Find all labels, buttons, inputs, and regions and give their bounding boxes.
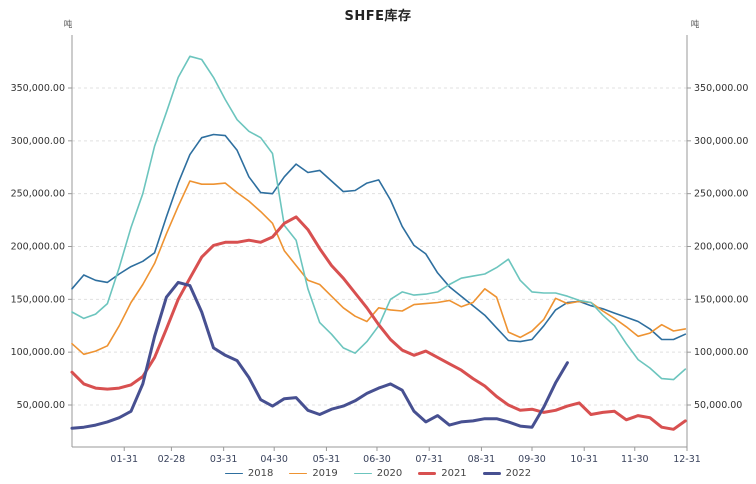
legend-label-2018: 2018: [247, 468, 274, 479]
y-axis-tick-label-right: 250,000.00: [694, 189, 748, 200]
y-axis-tick-label-left: 250,000.00: [11, 189, 65, 200]
y-axis-tick-label-left: 300,000.00: [11, 136, 65, 147]
series-line-2021: [70, 215, 687, 431]
legend-swatch-2020: [353, 472, 372, 475]
x-axis-tick-label: 03-31: [210, 454, 238, 465]
series-line-2018: [71, 133, 687, 343]
y-axis-tick-label-left: 150,000.00: [11, 294, 65, 305]
legend-label-2020: 2020: [376, 468, 403, 479]
legend-item-2019[interactable]: 2019: [289, 468, 338, 479]
y-axis-tick-label-right: 150,000.00: [694, 294, 748, 305]
legend-item-2020[interactable]: 2020: [353, 468, 403, 479]
series-line-2022: [70, 280, 569, 430]
x-axis-tick-label: 06-30: [363, 454, 391, 465]
x-axis-tick-label: 09-30: [518, 454, 546, 465]
x-axis-tick-label: 10-31: [570, 454, 598, 465]
x-axis-tick-label: 08-31: [468, 454, 496, 465]
legend-label-2022: 2022: [505, 468, 532, 479]
y-axis-unit-left: 吨: [64, 19, 73, 30]
chart-title: SHFE库存: [344, 9, 412, 24]
legend-item-2022[interactable]: 2022: [482, 468, 532, 479]
y-axis-unit-right: 吨: [691, 19, 700, 30]
x-axis-tick-label: 01-31: [110, 454, 138, 465]
y-axis-tick-label-left: 50,000.00: [17, 400, 65, 411]
legend-item-2021[interactable]: 2021: [418, 468, 467, 479]
legend-item-2018[interactable]: 2018: [224, 468, 274, 479]
chart-legend: 2018 2019 2020 2021 2022: [0, 468, 756, 479]
x-axis-tick-label: 11-30: [621, 454, 649, 465]
y-axis-tick-label-right: 300,000.00: [694, 136, 748, 147]
x-axis-tick-label: 04-30: [260, 454, 288, 465]
x-axis-tick-label: 12-31: [673, 454, 701, 465]
legend-label-2021: 2021: [441, 468, 467, 479]
y-axis-tick-label-right: 350,000.00: [694, 83, 748, 94]
y-axis-tick-label-right: 100,000.00: [694, 347, 748, 358]
legend-swatch-2021: [418, 472, 437, 475]
y-axis-tick-label-left: 200,000.00: [11, 242, 65, 253]
x-axis-tick-label: 07-31: [415, 454, 443, 465]
x-axis-tick-label: 02-28: [158, 454, 186, 465]
legend-label-2019: 2019: [312, 468, 338, 479]
y-axis-tick-label-right: 50,000.00: [694, 400, 742, 411]
y-axis-tick-label-right: 200,000.00: [694, 242, 748, 253]
legend-swatch-2018: [224, 472, 243, 475]
series-line-2019: [71, 180, 687, 356]
legend-swatch-2019: [289, 472, 308, 475]
y-axis-tick-label-left: 350,000.00: [11, 83, 65, 94]
y-axis-tick-label-left: 100,000.00: [11, 347, 65, 358]
legend-swatch-2022: [482, 472, 501, 475]
x-axis-tick-label: 05-31: [313, 454, 341, 465]
